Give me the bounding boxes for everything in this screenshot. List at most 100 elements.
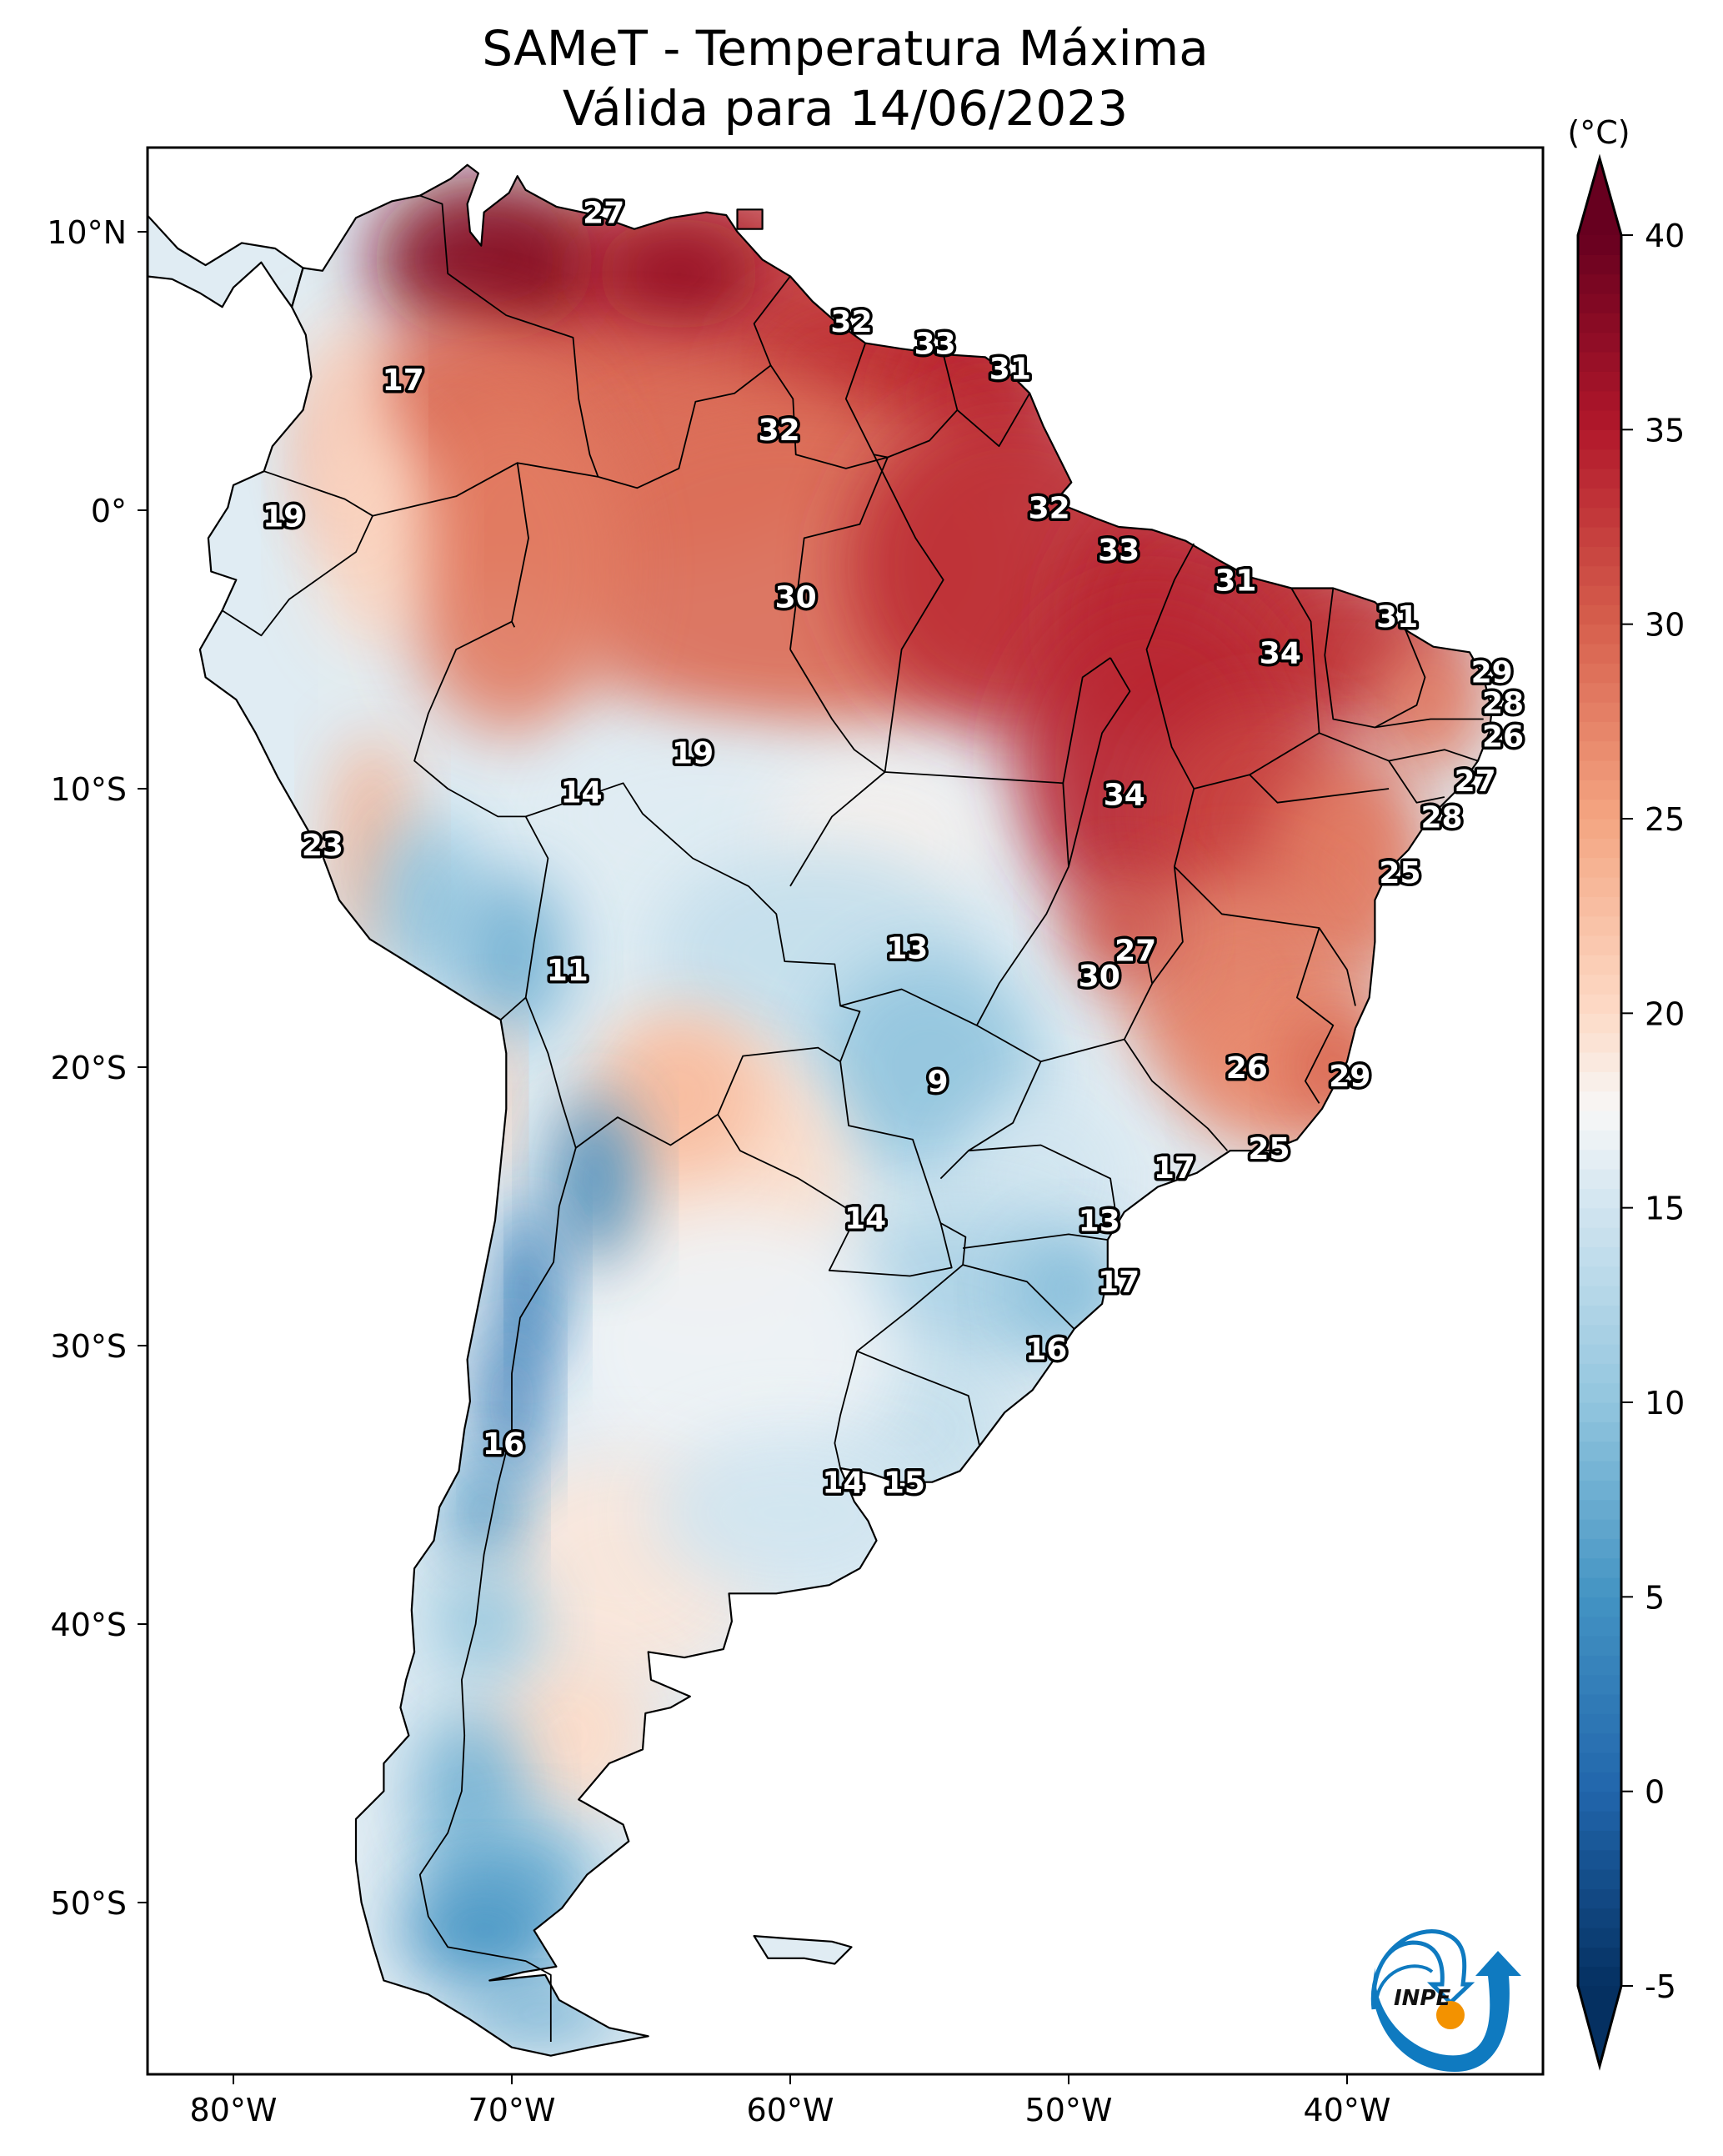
colorbar-bin xyxy=(1578,857,1621,878)
temperature-label: 23 xyxy=(302,829,343,863)
logo-outer-arrow-arc xyxy=(1370,1929,1475,2010)
logo-orange-dot xyxy=(1436,2001,1465,2029)
chart-title: SAMeT - Temperatura Máxima Válida para 1… xyxy=(148,18,1543,138)
title-line-2: Válida para 14/06/2023 xyxy=(562,80,1129,137)
colorbar-extend-max-arrow xyxy=(1578,158,1621,235)
colorbar-bin xyxy=(1578,877,1621,897)
border-line xyxy=(873,454,944,773)
temperature-label: 25 xyxy=(1379,856,1420,890)
colorbar-bin xyxy=(1578,1363,1621,1384)
colorbar-bin xyxy=(1578,352,1621,372)
field-cell xyxy=(456,872,568,1040)
border-line xyxy=(1319,732,1479,762)
colorbar-bin xyxy=(1578,1947,1621,1968)
temperature-label: 26 xyxy=(1482,720,1524,755)
colorbar-bin xyxy=(1578,235,1621,255)
temperature-label: 14 xyxy=(844,1201,886,1236)
temperature-label: 32 xyxy=(830,305,872,339)
colorbar-bin xyxy=(1578,546,1621,567)
border-line xyxy=(839,988,978,1026)
temperature-label: 29 xyxy=(1329,1060,1370,1094)
colorbar-bin xyxy=(1578,565,1621,586)
y-tick-label: 10°N xyxy=(47,214,127,251)
field-cell xyxy=(450,1457,518,1569)
border-line xyxy=(769,364,889,469)
colorbar-bin xyxy=(1578,410,1621,430)
colorbar-bin xyxy=(1578,1888,1621,1909)
colorbar-bin xyxy=(1578,819,1621,839)
temperature-label: 33 xyxy=(1098,534,1139,568)
temperature-label: 31 xyxy=(989,353,1031,387)
colorbar-bin xyxy=(1578,1286,1621,1306)
y-tick-label: 0° xyxy=(91,493,127,529)
colorbar-bin xyxy=(1578,332,1621,353)
colorbar-bin xyxy=(1578,1421,1621,1442)
temperature-label: 30 xyxy=(1079,960,1120,994)
colorbar-tick-label: 40 xyxy=(1645,218,1685,254)
border-line xyxy=(598,275,791,489)
colorbar-bin xyxy=(1578,1266,1621,1286)
colorbar-tick-label: 35 xyxy=(1645,412,1685,449)
temperature-label: 27 xyxy=(1455,765,1496,799)
x-tick-label: 60°W xyxy=(747,2092,834,2128)
temperature-label: 13 xyxy=(1079,1205,1120,1239)
temperature-label: 31 xyxy=(1215,564,1256,599)
colorbar-bin xyxy=(1578,1499,1621,1520)
colorbar-tick-label: 5 xyxy=(1645,1579,1665,1616)
temperature-label: 9 xyxy=(927,1065,948,1100)
colorbar-bin xyxy=(1578,955,1621,975)
colorbar-bin xyxy=(1578,1344,1621,1364)
border-line xyxy=(939,1060,1042,1180)
y-tick-label: 20°S xyxy=(51,1050,127,1086)
coastline xyxy=(753,1935,853,1965)
border-line xyxy=(942,353,959,411)
temperature-label: 13 xyxy=(886,931,928,965)
colorbar-bin xyxy=(1578,1928,1621,1948)
colorbar-bin xyxy=(1578,390,1621,411)
colorbar-bin xyxy=(1578,1869,1621,1889)
temperature-label: 14 xyxy=(822,1467,864,1501)
field-cell xyxy=(595,1011,763,1179)
colorbar-bin xyxy=(1578,1382,1621,1403)
field-cell xyxy=(1069,872,1180,984)
field-cell xyxy=(595,218,763,329)
colorbar-bin xyxy=(1578,293,1621,313)
colorbar-bin xyxy=(1578,682,1621,703)
border-line xyxy=(844,343,959,459)
colorbar-bin xyxy=(1578,604,1621,625)
colorbar-bin xyxy=(1578,838,1621,859)
field-cell xyxy=(303,315,387,539)
colorbar-bin xyxy=(1578,702,1621,722)
colorbar-bin xyxy=(1578,1538,1621,1559)
border-line xyxy=(1388,760,1445,804)
border-line xyxy=(962,1264,1075,1330)
colorbar-bin xyxy=(1578,663,1621,684)
colorbar-bin xyxy=(1578,1480,1621,1501)
coastline xyxy=(736,208,764,230)
colorbar-bin xyxy=(1578,527,1621,547)
colorbar-bin xyxy=(1578,1032,1621,1053)
logo-blue-swoosh xyxy=(1373,1951,1521,2072)
colorbar-bin xyxy=(1578,1557,1621,1578)
coastline xyxy=(148,214,304,308)
border-line xyxy=(968,1144,1117,1216)
temperature-label: 34 xyxy=(1260,636,1301,670)
border-line xyxy=(222,515,373,637)
colorbar-bin xyxy=(1578,1227,1621,1247)
colorbar-bin xyxy=(1578,371,1621,392)
temperature-label: 25 xyxy=(1248,1132,1290,1166)
colorbar-bin xyxy=(1578,1324,1621,1345)
colorbar-tick-label: 30 xyxy=(1645,607,1685,644)
temperature-label: 28 xyxy=(1421,800,1463,835)
field-cell xyxy=(373,816,484,984)
map-frame xyxy=(146,146,1545,2076)
temperature-label: 34 xyxy=(1104,779,1145,813)
colorbar-ticks: -5 0 5 10 15 20 25 30 35 40 xyxy=(1621,218,1685,2005)
colorbar-bin xyxy=(1578,1772,1621,1792)
colorbar-bin xyxy=(1578,273,1621,294)
colorbar-bin xyxy=(1578,780,1621,800)
x-tick-label: 70°W xyxy=(468,2092,556,2128)
colorbar-tick-label: -5 xyxy=(1645,1968,1676,2005)
